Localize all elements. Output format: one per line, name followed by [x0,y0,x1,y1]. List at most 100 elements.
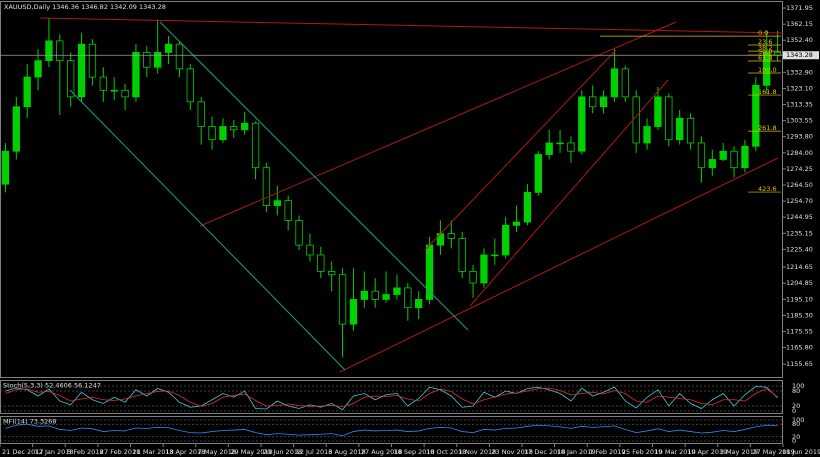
candle-body [360,290,368,300]
candle-body [262,167,271,206]
candle-body [523,191,532,223]
x-tick-label: 10 Jan 2019 [557,448,596,456]
candle-body [491,254,499,257]
trend-line [339,157,779,373]
candle-body [317,254,325,272]
x-tick-label: 17 Dec 2018 [524,448,566,456]
candle-body [719,150,727,160]
candle-body [730,150,738,169]
candle-body [708,159,716,169]
candle-body [349,299,358,325]
x-tick-label: 12 Jul 2018 [296,448,333,456]
channel-line [69,89,346,371]
candle-body [175,43,184,70]
candle-body [697,142,706,169]
candle-body [230,126,238,131]
candle-body [512,221,521,226]
trend-lines [39,17,784,373]
y-tick-label: 1332.90 [786,68,813,76]
trend-line [199,21,677,227]
x-tick-label: 27 Feb 2018 [100,448,140,456]
candle-body [284,200,292,221]
x-tick-label: 10 Apr 2019 [687,448,727,456]
y-tick-label: 1155.65 [786,360,813,368]
y-tick-label: 1352.40 [786,36,813,44]
candle-body [382,294,390,300]
x-tick-label: 12 Jan 2018 [35,448,74,456]
candle-body [208,126,216,141]
candle-body [34,60,42,78]
candle-body [295,219,303,246]
panel-tick-label: 20 [792,433,800,441]
candle-body [621,68,629,98]
candle-body [338,274,347,325]
candle-body [686,117,695,144]
candle-body [88,43,97,78]
candle-body [154,52,162,68]
y-tick-label: 1175.55 [786,327,813,335]
trend-line [424,49,617,251]
y-tick-label: 1264.50 [786,181,813,189]
candle-body [328,271,336,276]
panel-tick-label: 0 [792,437,796,445]
candle-body [556,142,564,145]
y-tick-label: 1274.25 [786,165,813,173]
x-tick-label: 3 May 2019 [720,448,758,456]
trend-line [469,79,669,307]
x-tick-label: 23 Nov 2018 [491,448,533,456]
candle-body [23,76,31,108]
candle-body [752,84,760,147]
channel-line [159,21,469,331]
x-tick-label: 25 Feb 2019 [622,448,662,456]
candle-body [306,244,314,256]
x-tick-label: 18 Sep 2018 [394,448,435,456]
y-tick-label: 1244.95 [786,213,813,221]
candle-body [643,126,651,144]
panel-tick-label: 80 [792,387,800,395]
last-price-label: 1343.28 [786,51,813,59]
candle-body [415,299,423,309]
fib-label: 0.0 [758,29,768,37]
x-tick-label: 27 May 2019 [752,448,794,456]
candle-body [665,96,673,141]
y-tick-label: 1214.65 [786,263,813,271]
panel-tick-label: 80 [792,420,800,428]
candle-body [676,117,684,141]
fib-label: 100.0 [758,66,777,74]
stoch-panel-frame [0,380,783,414]
x-tick-label: 29 May 2018 [230,448,272,456]
candle-body [632,96,640,144]
x-tick-label: 1 Nov 2018 [459,448,497,456]
y-tick-label: 1303.55 [786,117,813,125]
y-tick-label: 1254.70 [786,197,813,205]
candle-body [610,68,619,98]
x-tick-label: 3 Aug 2018 [328,448,366,456]
y-tick-label: 1284.00 [786,149,813,157]
chart-title: XAUUSD,Daily 1346.36 1346.82 1342.09 134… [4,3,166,11]
x-tick-label: 20 Jun 2018 [263,448,302,456]
candle-body [534,154,542,193]
y-tick-label: 1235.15 [786,229,813,237]
fib-label: 61.8 [758,54,772,62]
candle-body [480,254,488,284]
candle-body [143,52,151,68]
panel-tick-label: 0 [792,407,796,415]
candle-body [578,96,586,152]
fib-label: 38.2 [758,44,772,52]
candle-body [45,40,53,62]
candle-body [393,287,401,295]
y-tick-label: 1362.15 [786,20,813,28]
candles [1,17,782,358]
y-tick-label: 1323.10 [786,84,813,92]
candle-body [197,101,205,127]
trend-line [39,17,784,34]
x-tick-label: 7 May 2018 [198,448,236,456]
panel-title: MFI(14) 73.3268 [3,418,57,426]
candle-body [763,52,771,86]
candle-body [502,224,510,256]
y-tick-label: 1165.80 [786,344,813,352]
x-tick-label: 13 Apr 2018 [165,448,205,456]
y-tick-label: 1185.30 [786,311,813,319]
mfi-panel-frame [0,416,783,444]
